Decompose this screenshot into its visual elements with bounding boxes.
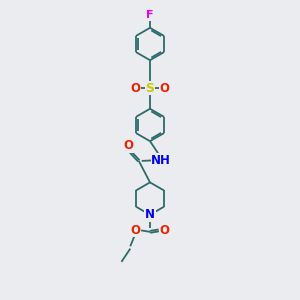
Text: O: O: [130, 224, 140, 237]
Text: S: S: [146, 82, 154, 95]
Text: O: O: [160, 224, 170, 237]
Text: O: O: [130, 82, 140, 95]
Text: O: O: [123, 139, 133, 152]
Text: N: N: [145, 208, 155, 221]
Text: NH: NH: [151, 154, 171, 167]
Text: O: O: [160, 82, 170, 95]
Text: F: F: [146, 11, 154, 20]
